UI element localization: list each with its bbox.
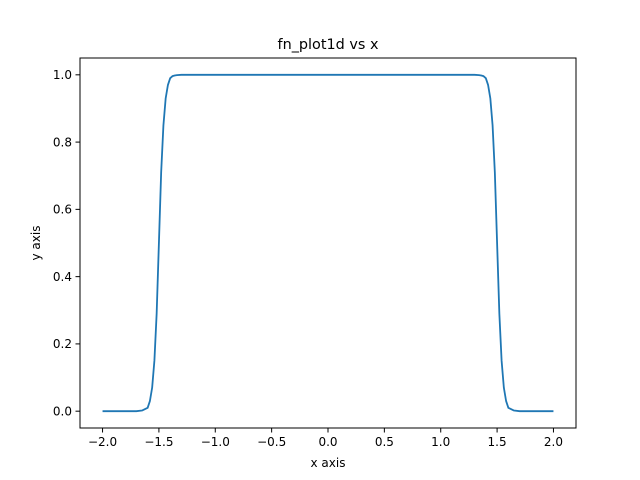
y-axis-ticks: 0.0 0.2 0.4 0.6 0.8 1.0	[53, 68, 80, 418]
y-tick-label: 0.6	[53, 203, 72, 217]
x-tick-label: −2.0	[88, 435, 117, 449]
x-axis-label: x axis	[311, 456, 346, 470]
x-tick-label: −1.5	[144, 435, 173, 449]
x-tick-label: 0.0	[318, 435, 337, 449]
x-axis-ticks: −2.0 −1.5 −1.0 −0.5 0.0 0.5 1.0 1.5 2.0	[88, 428, 563, 449]
x-tick-label: −1.0	[201, 435, 230, 449]
axes-frame	[79, 57, 577, 429]
y-tick-label: 0.4	[53, 270, 72, 284]
plot-area	[102, 73, 554, 413]
x-tick-label: 2.0	[544, 435, 563, 449]
y-tick-label: 0.0	[53, 404, 72, 418]
y-tick-label: 0.8	[53, 135, 72, 149]
x-tick-label: 0.5	[375, 435, 394, 449]
y-tick-label: 0.2	[53, 337, 72, 351]
series-line	[102, 73, 554, 413]
x-tick-label: 1.0	[431, 435, 450, 449]
y-tick-label: 1.0	[53, 68, 72, 82]
y-axis-label: y axis	[29, 226, 43, 261]
x-tick-label: 1.5	[488, 435, 507, 449]
chart-title: fn_plot1d vs x	[278, 37, 379, 53]
x-tick-label: −0.5	[257, 435, 286, 449]
